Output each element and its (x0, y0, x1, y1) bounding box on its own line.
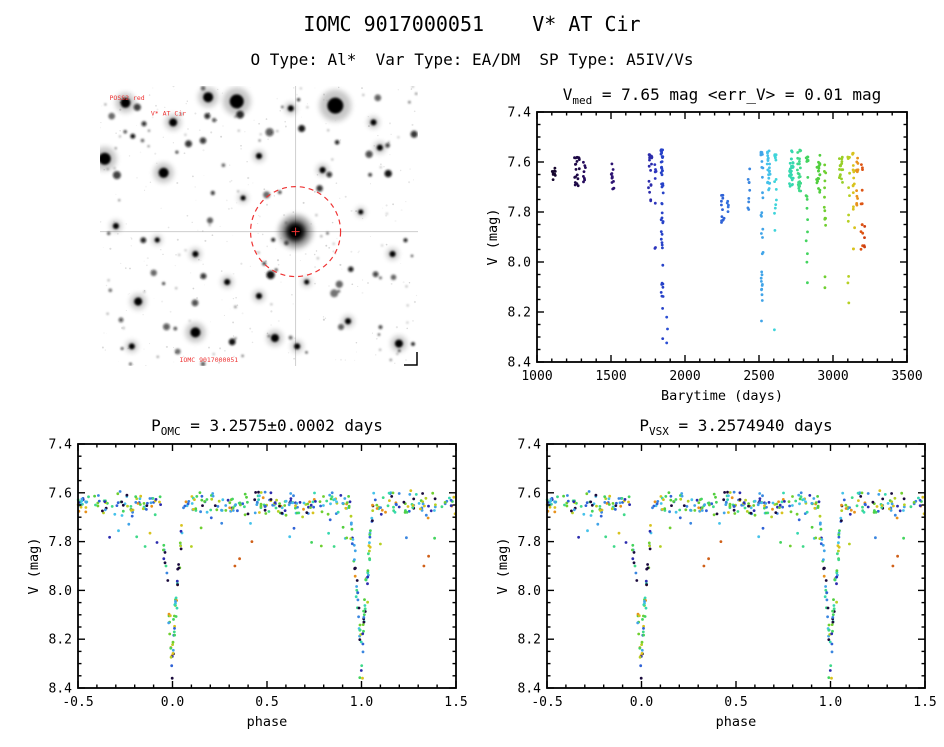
x-tick-label: 0.5 (255, 695, 278, 710)
x-tick-label: 1.0 (819, 695, 842, 710)
corner-bracket (404, 352, 418, 366)
chart-annotations: POSS2 red V* AT Cir IOMC 9017000051 (110, 94, 239, 364)
page-subtitle: O Type: Al* Var Type: EA/DM SP Type: A5I… (250, 50, 694, 69)
x-axis-label: phase (247, 714, 288, 730)
y-tick-label: 7.4 (508, 106, 532, 121)
barytime-plot-title: Vmed = 7.65 mag <err_V> = 0.01 mag (470, 84, 944, 108)
phase-vsx-plot-title: PVSX = 3.2574940 days (487, 414, 939, 438)
y-tick-label: 8.0 (508, 256, 531, 271)
title-subscript: OMC (160, 425, 181, 439)
x-tick-label: 0.0 (630, 695, 653, 710)
x-tick-label: 0.5 (724, 695, 747, 710)
y-tick-label: 7.6 (518, 486, 541, 501)
x-tick-label: 0.0 (161, 695, 184, 710)
x-tick-label: -0.5 (62, 695, 93, 710)
background-noise (100, 86, 418, 366)
axis-frame (77, 443, 457, 689)
title-rest: = 3.2574940 days (668, 416, 833, 435)
y-tick-label: 8.2 (49, 633, 72, 648)
y-tick-label: 7.8 (518, 535, 541, 550)
phase-omc-panel: POMC = 3.2575±0.0002 days -0.5 0.0 0.5 1.0 1… (18, 414, 470, 744)
target-circle (249, 186, 342, 278)
y-axis-label: V (mag) (26, 538, 42, 595)
data-points (76, 489, 457, 680)
y-tick-label: 8.2 (508, 306, 531, 321)
y-tick-label: 7.8 (508, 206, 531, 221)
phase-vsx-panel: PVSX = 3.2574940 days -0.5 0.0 0.5 1.0 1.5 7.… (487, 414, 939, 744)
phase-vsx-plot: -0.5 0.0 0.5 1.0 1.5 7.4 7.6 7.8 8.0 8.2 8.4 phase V… (495, 438, 937, 730)
title-subscript: med (572, 94, 593, 108)
plot-area: -0.5 0.0 0.5 1.0 1.5 7.4 7.6 7.8 8.0 8.2 8.4 phase V… (495, 438, 937, 730)
x-tick-label: 1.0 (350, 695, 373, 710)
x-tick-label: 2500 (743, 369, 774, 384)
axis-frame (546, 443, 926, 689)
phase-omc-plot-title: POMC = 3.2575±0.0002 days (18, 414, 470, 438)
annotation-text: POSS2 red (110, 94, 145, 102)
annotation-text: V* AT Cir (151, 109, 186, 117)
plot-area: 1000 1500 2000 2500 3000 3500 7.4 7.6 7.8 8.0 8.2 8… (485, 106, 923, 404)
y-tick-label: 7.4 (49, 438, 73, 453)
y-tick-label: 7.8 (49, 535, 72, 550)
finding-chart-image: POSS2 red V* AT Cir IOMC 9017000051 (100, 86, 418, 366)
finding-chart-panel: POSS2 red V* AT Cir IOMC 9017000051 (100, 86, 418, 366)
y-tick-label: 8.4 (508, 356, 532, 371)
axis-frame (536, 111, 908, 363)
tick-marks (546, 443, 926, 689)
tick-marks (536, 111, 908, 363)
tick-marks (77, 443, 457, 689)
title-prefix: P (151, 416, 161, 435)
x-tick-label: 3000 (817, 369, 848, 384)
title-rest: = 7.65 mag <err_V> = 0.01 mag (592, 85, 882, 104)
barytime-panel: Vmed = 7.65 mag <err_V> = 0.01 mag 1000 1… (470, 84, 944, 420)
y-axis-label: V (mag) (485, 209, 501, 266)
y-tick-label: 8.0 (49, 584, 72, 599)
x-tick-label: -0.5 (531, 695, 562, 710)
x-tick-label: 1000 (521, 369, 552, 384)
plot-area: -0.5 0.0 0.5 1.0 1.5 7.4 7.6 7.8 8.0 8.2 8.4 phase V… (26, 438, 468, 730)
x-tick-label: 3500 (891, 369, 922, 384)
x-tick-label: 1500 (595, 369, 626, 384)
y-tick-label: 7.6 (49, 486, 72, 501)
y-tick-label: 8.4 (49, 682, 73, 697)
x-tick-label: 2000 (669, 369, 700, 384)
faint-stars (104, 86, 418, 366)
title-subscript: VSX (649, 425, 669, 439)
x-tick-label: 1.5 (913, 695, 936, 710)
x-axis-label: phase (716, 714, 757, 730)
barytime-plot: 1000 1500 2000 2500 3000 3500 7.4 7.6 7.8 8.0 8.2 8… (485, 106, 923, 404)
y-tick-label: 8.4 (518, 682, 542, 697)
y-tick-label: 7.4 (518, 438, 542, 453)
y-tick-label: 8.2 (518, 633, 541, 648)
annotation-text: IOMC 9017000051 (180, 356, 239, 364)
phase-omc-plot: -0.5 0.0 0.5 1.0 1.5 7.4 7.6 7.8 8.0 8.2 8.4 phase V… (26, 438, 468, 730)
title-prefix: P (639, 416, 649, 435)
title-rest: = 3.2575±0.0002 days (180, 416, 383, 435)
sky-background (100, 86, 418, 366)
data-points (545, 489, 926, 680)
x-tick-label: 1.5 (444, 695, 467, 710)
y-tick-label: 7.6 (508, 156, 531, 171)
title-prefix: V (562, 85, 573, 104)
x-axis-label: Barytime (days) (661, 388, 783, 404)
data-points (550, 148, 867, 345)
bright-stars (100, 87, 407, 353)
y-axis-label: V (mag) (495, 538, 511, 595)
page-title: IOMC 9017000051 V* AT Cir (303, 12, 641, 36)
y-tick-label: 8.0 (518, 584, 541, 599)
